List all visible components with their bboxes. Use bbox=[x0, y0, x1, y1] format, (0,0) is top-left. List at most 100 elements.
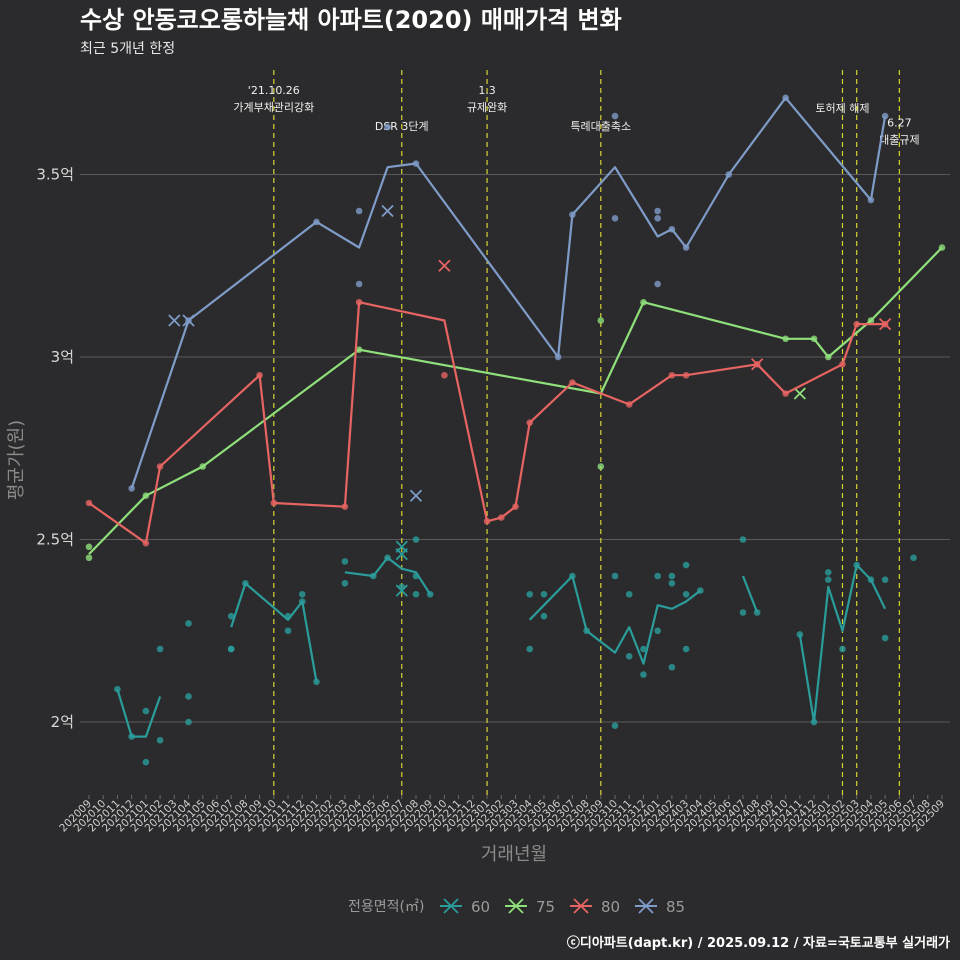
y-axis-title: 평균가(원) bbox=[6, 420, 27, 500]
data-point bbox=[682, 561, 690, 569]
data-point bbox=[284, 627, 292, 635]
data-point bbox=[739, 536, 747, 543]
data-point bbox=[668, 572, 676, 580]
data-point bbox=[142, 707, 150, 715]
data-point bbox=[682, 645, 690, 653]
series-line bbox=[741, 575, 759, 613]
legend-key-cross bbox=[508, 898, 524, 914]
data-point bbox=[355, 207, 363, 215]
data-point bbox=[85, 554, 93, 562]
y-tick-label: 3.5억 bbox=[36, 166, 74, 184]
data-point bbox=[881, 112, 889, 120]
data-point bbox=[384, 123, 391, 131]
data-point bbox=[668, 580, 676, 587]
legend-title: 전용면적(㎡) bbox=[348, 899, 424, 915]
grid-lines bbox=[80, 174, 950, 723]
cross-marker bbox=[409, 489, 423, 502]
legend-label: 75 bbox=[536, 898, 555, 916]
data-point bbox=[839, 645, 846, 653]
x-axis-title: 거래년월 bbox=[481, 844, 547, 865]
data-point bbox=[526, 645, 534, 653]
data-point bbox=[824, 576, 832, 583]
cross-marker bbox=[395, 547, 408, 561]
cross-marker bbox=[751, 358, 764, 371]
data-point bbox=[85, 543, 93, 551]
series-line bbox=[88, 246, 943, 555]
series-85 bbox=[128, 94, 889, 502]
data-point bbox=[412, 536, 420, 543]
data-point bbox=[682, 590, 690, 598]
event-label: '21.10.26 bbox=[248, 84, 300, 97]
cross-marker bbox=[395, 584, 408, 597]
data-point bbox=[654, 207, 661, 215]
source-caption: ⓒ디아파트(dapt.kr) / 2025.09.12 / 자료=국토교통부 실… bbox=[567, 935, 950, 951]
series-line bbox=[230, 582, 318, 683]
event-label: 가계부채관리강화 bbox=[233, 101, 314, 114]
data-point bbox=[156, 736, 164, 744]
data-point bbox=[185, 693, 192, 700]
x-tick-labels: 2020092020102020112020122021012021022021… bbox=[57, 795, 947, 834]
series-60 bbox=[114, 536, 917, 766]
data-point bbox=[611, 215, 619, 222]
data-point bbox=[142, 758, 150, 766]
data-point bbox=[526, 590, 534, 598]
cross-marker bbox=[182, 314, 195, 327]
data-point bbox=[611, 112, 619, 120]
data-point bbox=[355, 280, 363, 288]
series-80 bbox=[85, 259, 892, 547]
data-point bbox=[625, 590, 633, 598]
event-label: 6.27 bbox=[887, 116, 912, 129]
cross-marker bbox=[438, 259, 451, 272]
chart-subtitle: 최근 5개년 한정 bbox=[80, 41, 175, 57]
data-point bbox=[114, 685, 121, 693]
data-point bbox=[881, 576, 889, 583]
event-label: 특례대출축소 bbox=[570, 120, 631, 133]
data-point bbox=[341, 580, 349, 587]
data-point bbox=[298, 590, 306, 598]
legend-label: 85 bbox=[666, 898, 685, 916]
data-point bbox=[185, 620, 192, 627]
series-line bbox=[798, 563, 887, 724]
data-point bbox=[540, 612, 548, 620]
data-point bbox=[739, 609, 747, 616]
y-tick-label: 3억 bbox=[51, 348, 74, 366]
event-label: 토허제 해제 bbox=[815, 101, 869, 115]
data-point bbox=[441, 371, 448, 379]
data-point bbox=[654, 280, 661, 288]
data-point bbox=[156, 645, 164, 653]
data-point bbox=[227, 645, 235, 653]
event-label: DSR 3단계 bbox=[375, 120, 429, 133]
y-tick-labels: 2억 2.5억 3억 3.5억 bbox=[36, 166, 74, 732]
y-tick-label: 2.5억 bbox=[36, 531, 74, 549]
series-line bbox=[344, 556, 432, 595]
legend-key-cross bbox=[443, 898, 459, 914]
legend-label: 60 bbox=[471, 898, 490, 916]
event-label: 대출규제 bbox=[879, 133, 919, 146]
series-marks bbox=[85, 94, 946, 766]
data-point bbox=[824, 569, 832, 576]
series-line bbox=[88, 301, 886, 545]
data-point bbox=[597, 317, 605, 324]
legend: 전용면적(㎡) 60 75 80 85 bbox=[348, 898, 685, 916]
data-point bbox=[640, 671, 647, 678]
data-point bbox=[185, 718, 192, 726]
data-point bbox=[611, 572, 619, 580]
data-point bbox=[412, 590, 420, 598]
cross-marker bbox=[168, 314, 181, 327]
data-point bbox=[881, 634, 889, 642]
series-line bbox=[528, 574, 701, 665]
series-75 bbox=[85, 244, 946, 562]
data-point bbox=[611, 722, 619, 729]
data-point bbox=[654, 215, 661, 222]
data-point bbox=[654, 627, 661, 635]
cross-marker bbox=[878, 318, 892, 331]
data-point bbox=[625, 653, 633, 660]
cross-marker bbox=[793, 387, 806, 400]
data-point bbox=[640, 645, 647, 653]
legend-key-cross bbox=[573, 898, 589, 914]
data-point bbox=[227, 612, 235, 620]
legend-label: 80 bbox=[601, 898, 620, 916]
data-point bbox=[540, 590, 548, 598]
